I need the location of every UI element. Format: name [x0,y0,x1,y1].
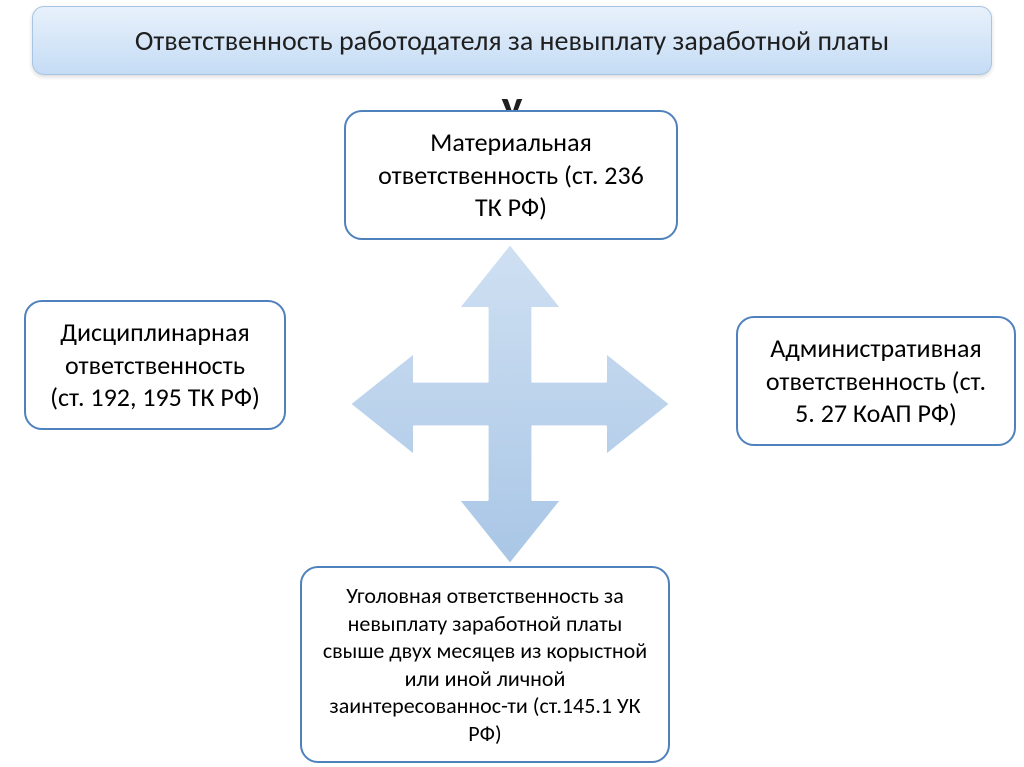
four-way-arrow-icon [350,244,670,564]
node-top-text: Материальная ответственность (ст. 236 ТК… [366,126,656,224]
node-right: Административная ответственность (ст. 5.… [736,316,1016,446]
title-box: Ответственность работодателя за невыплат… [32,6,992,75]
node-left-text: Дисциплинарная ответственность (ст. 192,… [46,316,264,414]
node-left: Дисциплинарная ответственность (ст. 192,… [24,300,286,430]
node-top: Материальная ответственность (ст. 236 ТК… [344,110,678,240]
node-bottom-text: Уголовная ответственность за невыплату з… [322,582,648,747]
node-bottom: Уголовная ответственность за невыплату з… [300,566,670,763]
title-text: Ответственность работодателя за невыплат… [63,23,961,58]
node-right-text: Административная ответственность (ст. 5.… [758,332,994,430]
